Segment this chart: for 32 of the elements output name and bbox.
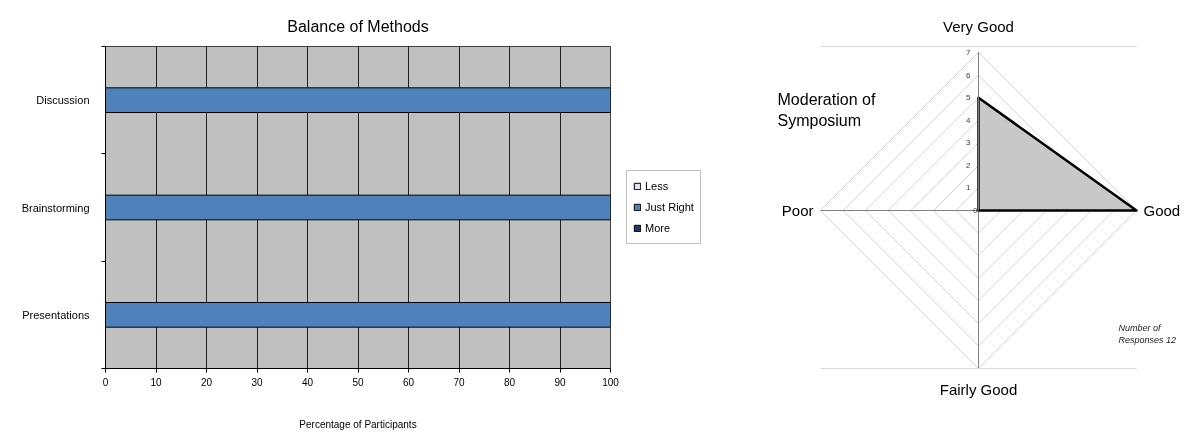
y-tick-label: Discussion [36, 94, 90, 107]
y-tick-label: Brainstorming [21, 201, 90, 214]
legend-label: Less [645, 179, 669, 194]
x-tick-label: 30 [251, 376, 263, 388]
y-tick-label: 5 [966, 93, 972, 103]
x-tick-label: 80 [503, 376, 516, 388]
x-tick-label: 70 [453, 376, 465, 388]
y-tick-label: 7 [966, 48, 972, 57]
spoke-label: Good [1143, 202, 1181, 219]
x-tick-label: 50 [352, 376, 364, 388]
legend-label: More [645, 221, 671, 236]
y-tick-label: 4 [966, 115, 972, 125]
y-tick-label: 1 [966, 183, 972, 193]
x-tick-label: 40 [301, 376, 314, 388]
y-tick-label: 3 [966, 138, 972, 148]
y-tick-label: 6 [966, 70, 972, 80]
spoke-label: Very Good [943, 17, 1014, 35]
x-tick-label: 60 [402, 376, 415, 388]
y-tick-label: Presentations [22, 308, 90, 321]
legend-label: Just Right [645, 200, 694, 215]
x-tick-label: 20 [200, 376, 213, 388]
text: Number of Responses 12 [1118, 322, 1177, 345]
text: Moderation of Symposium [777, 90, 876, 129]
x-tick-label: 0 [102, 376, 109, 388]
spoke-label: Fairly Good [939, 380, 1018, 398]
y-tick-label: 2 [966, 160, 972, 170]
spoke-label: Poor [781, 202, 814, 219]
x-tick-label: 100 [602, 376, 620, 388]
x-tick-label: 10 [150, 376, 162, 388]
x-axis-title: Percentage of Participants [299, 418, 417, 430]
x-tick-label: 90 [554, 376, 566, 388]
chart-title: Balance of Methods [287, 17, 429, 35]
